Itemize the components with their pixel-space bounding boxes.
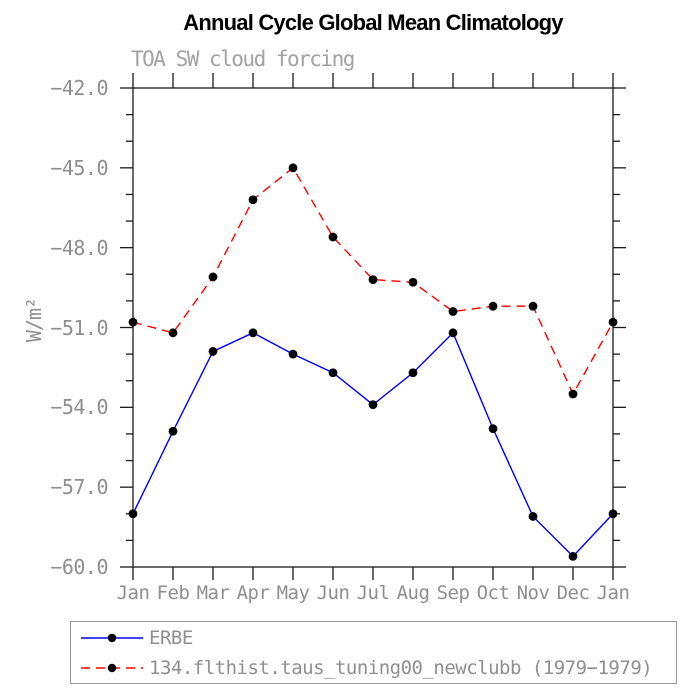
x-tick-label: Nov	[516, 582, 550, 604]
data-point	[128, 317, 138, 327]
legend-box: ERBE 134.flthist.taus_tuning00_newclubb …	[70, 621, 677, 684]
x-tick-label: Mar	[196, 582, 230, 604]
data-point	[528, 301, 538, 311]
legend-label-model: 134.flthist.taus_tuning00_newclubb (1979…	[149, 656, 653, 679]
x-tick-label: Jan	[116, 582, 150, 604]
y-tick-label: −51.0	[50, 315, 108, 340]
x-tick-label: Jul	[356, 582, 390, 604]
frame-rect	[132, 87, 614, 568]
data-point	[288, 163, 298, 173]
data-point	[368, 400, 378, 410]
x-tick-label: Jan	[596, 582, 630, 604]
data-point	[408, 368, 418, 378]
data-point	[208, 347, 218, 356]
data-point	[248, 328, 258, 338]
data-point	[168, 328, 178, 338]
chart-title: Annual Cycle Global Mean Climatology	[183, 10, 563, 35]
x-tick-label: Apr	[236, 582, 270, 604]
y-tick-label: −54.0	[50, 395, 108, 420]
data-point	[448, 307, 458, 316]
data-point	[288, 349, 298, 359]
y-tick-label: −45.0	[50, 155, 108, 180]
x-tick-label: Feb	[156, 582, 190, 604]
data-point-markers	[128, 163, 618, 561]
x-tick-label: Dec	[556, 582, 590, 604]
data-point	[448, 328, 458, 338]
plot-frame	[132, 87, 614, 568]
data-point	[608, 509, 618, 519]
data-point	[368, 275, 378, 284]
x-tick-label: Sep	[436, 582, 470, 604]
data-point	[568, 389, 578, 399]
data-point	[488, 424, 498, 434]
x-tick-label: Oct	[476, 582, 510, 604]
y-tick-label: −57.0	[50, 475, 108, 500]
series-lines	[132, 166, 614, 558]
y-axis-ticks	[120, 87, 626, 568]
chart-subtitle: TOA SW cloud forcing	[131, 47, 355, 71]
data-point	[408, 277, 418, 287]
legend-entry-erbe: ERBE	[71, 623, 676, 652]
legend-label-erbe: ERBE	[149, 626, 193, 649]
data-point	[608, 317, 618, 327]
model-dashed-line-marker-icon	[81, 663, 143, 672]
x-tick-label: Jun	[316, 582, 350, 604]
data-point	[128, 509, 138, 519]
data-point	[488, 301, 498, 311]
erbe-line-marker-icon	[81, 633, 143, 642]
x-tick-label: Aug	[396, 582, 430, 604]
data-point	[568, 551, 578, 561]
x-tick-label: May	[276, 582, 310, 604]
y-tick-label: −48.0	[50, 235, 108, 260]
data-point	[168, 426, 178, 436]
series-line-erbe	[132, 331, 614, 558]
legend-entry-model: 134.flthist.taus_tuning00_newclubb (1979…	[71, 653, 676, 682]
data-point	[248, 195, 258, 205]
y-tick-label: −42.0	[50, 76, 108, 100]
x-axis-ticks	[132, 73, 614, 580]
y-tick-label: −60.0	[50, 555, 108, 579]
data-point	[328, 232, 338, 242]
data-point	[208, 272, 218, 282]
data-point	[528, 512, 538, 521]
data-point	[328, 368, 338, 378]
